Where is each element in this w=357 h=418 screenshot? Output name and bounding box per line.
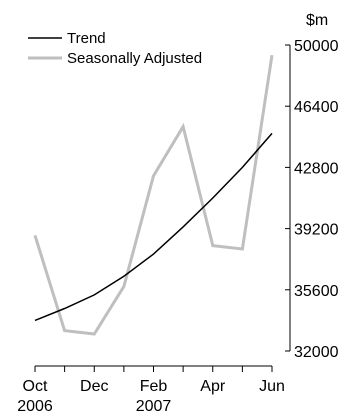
x-tick-label-year: 2006 [17,398,53,415]
x-tick-label-month: Dec [80,378,108,395]
y-tick-label: 39200 [294,222,339,239]
y-axis: 32000 35600 39200 42800 46400 50000 [285,38,339,361]
legend-label-seasonally-adjusted: Seasonally Adjusted [67,50,202,67]
x-tick-label-month: Oct [23,378,48,395]
x-tick-label-year: 2007 [136,398,172,415]
series-line-trend [34,132,273,322]
y-tick-label: 32000 [294,344,339,361]
x-tick-label-month: Jun [259,378,285,395]
series-line-seasonally-adjusted [33,54,274,336]
y-tick-label: 50000 [294,38,339,55]
y-tick-label: 35600 [294,283,339,300]
x-tick-label-month: Apr [200,378,226,395]
legend-label-trend: Trend [67,30,106,47]
series-layer [33,54,274,336]
y-tick-label: 42800 [294,160,339,177]
y-unit-label: $m [306,12,328,29]
x-tick-label-month: Feb [140,378,168,395]
y-tick-label: 46400 [294,99,339,116]
x-axis: Oct 2006 Dec Feb 2007 Apr Jun [17,365,285,415]
legend: Trend Seasonally Adjusted [28,30,202,67]
